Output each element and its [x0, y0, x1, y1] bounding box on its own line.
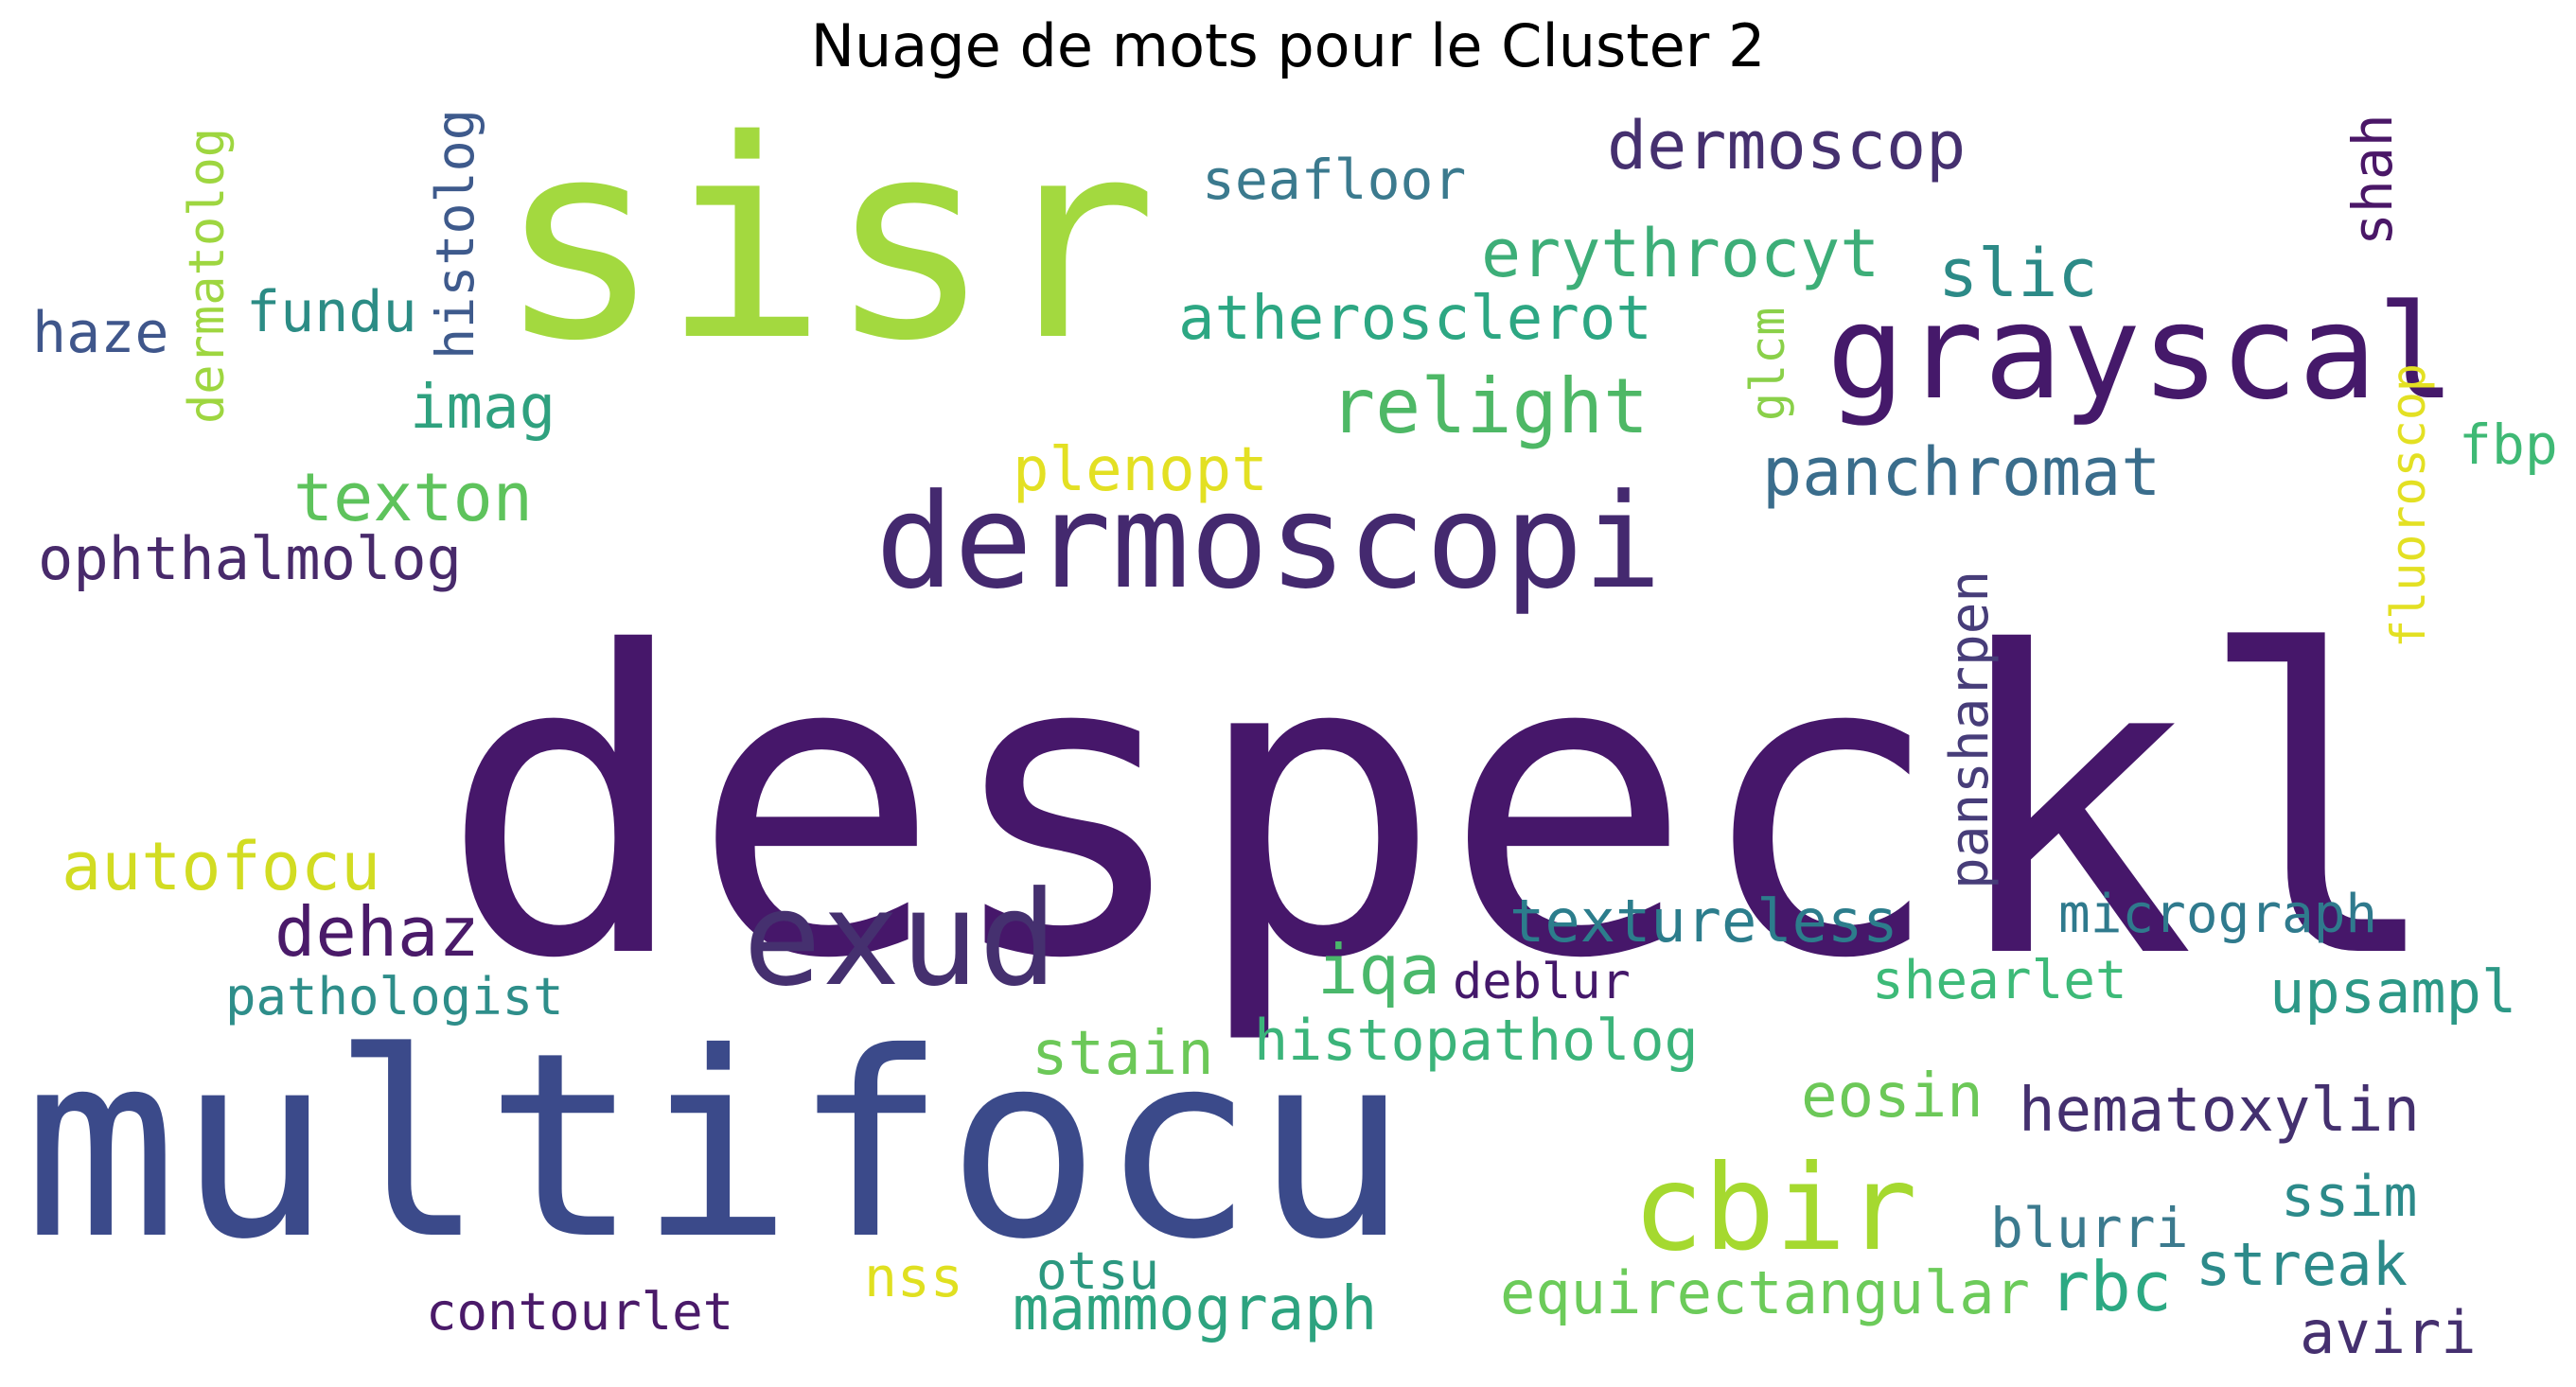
word-dermatolog: dermatolog — [179, 128, 236, 424]
word-hematoxylin: hematoxylin — [2019, 1076, 2420, 1146]
word-texton: texton — [293, 459, 533, 536]
word-multifocu: multifocu — [24, 997, 1408, 1295]
word-sisr: sisr — [497, 82, 1157, 401]
word-micrograph: micrograph — [2058, 884, 2377, 945]
word-deblur: deblur — [1453, 954, 1631, 1010]
page-title: Nuage de mots pour le Cluster 2 — [810, 11, 1766, 80]
word-fbp: fbp — [2459, 413, 2558, 477]
word-plenopt: plenopt — [1013, 435, 1268, 505]
word-mammograph: mammograph — [1013, 1274, 1377, 1344]
word-grayscal: grayscal — [1826, 276, 2456, 429]
word-glcm: glcm — [1740, 307, 1795, 421]
word-otsu: otsu — [1036, 1241, 1159, 1301]
word-fundu: fundu — [246, 279, 417, 345]
word-ophthalmolog: ophthalmolog — [38, 524, 462, 593]
word-erythrocyt: erythrocyt — [1481, 215, 1879, 292]
word-iqa: iqa — [1317, 930, 1440, 1010]
word-histolog: histolog — [425, 109, 485, 360]
word-upsampl: upsampl — [2269, 957, 2516, 1027]
word-cbir: cbir — [1632, 1140, 1917, 1277]
word-textureless: textureless — [1509, 887, 1898, 956]
word-fluoroscop: fluoroscop — [2381, 363, 2436, 648]
word-nss: nss — [864, 1245, 963, 1309]
word-pansharpen: pansharpen — [1939, 571, 2001, 889]
word-aviri: aviri — [2300, 1298, 2477, 1367]
word-pathologist: pathologist — [225, 967, 564, 1027]
word-streak: streak — [2196, 1230, 2408, 1299]
word-atherosclerot: atherosclerot — [1178, 284, 1652, 354]
word-eosin: eosin — [1801, 1062, 1984, 1132]
word-stain: stain — [1032, 1019, 1214, 1089]
word-exud: exud — [743, 863, 1057, 1015]
word-despeckl: despeckl — [440, 565, 2445, 1049]
word-relight: relight — [1330, 362, 1649, 450]
word-rbc: rbc — [2049, 1247, 2172, 1326]
word-panchromat: panchromat — [1762, 433, 2161, 511]
word-dermoscop: dermoscop — [1607, 107, 1966, 184]
word-imag: imag — [410, 373, 556, 443]
word-shearlet: shearlet — [1872, 950, 2127, 1011]
word-haze: haze — [32, 300, 169, 366]
word-slic: slic — [1938, 235, 2098, 312]
word-blurri: blurri — [1990, 1196, 2189, 1260]
word-autofocu: autofocu — [62, 828, 380, 905]
word-histopatholog: histopatholog — [1254, 1008, 1699, 1074]
word-dehaz: dehaz — [274, 892, 480, 972]
word-seafloor: seafloor — [1202, 148, 1466, 212]
word-contourlet: contourlet — [426, 1282, 733, 1342]
word-dermoscopi: dermoscopi — [875, 465, 1662, 618]
word-equirectangular: equirectangular — [1500, 1258, 2030, 1327]
word-shah: shah — [2340, 114, 2405, 246]
word-ssim: ssim — [2281, 1164, 2418, 1230]
